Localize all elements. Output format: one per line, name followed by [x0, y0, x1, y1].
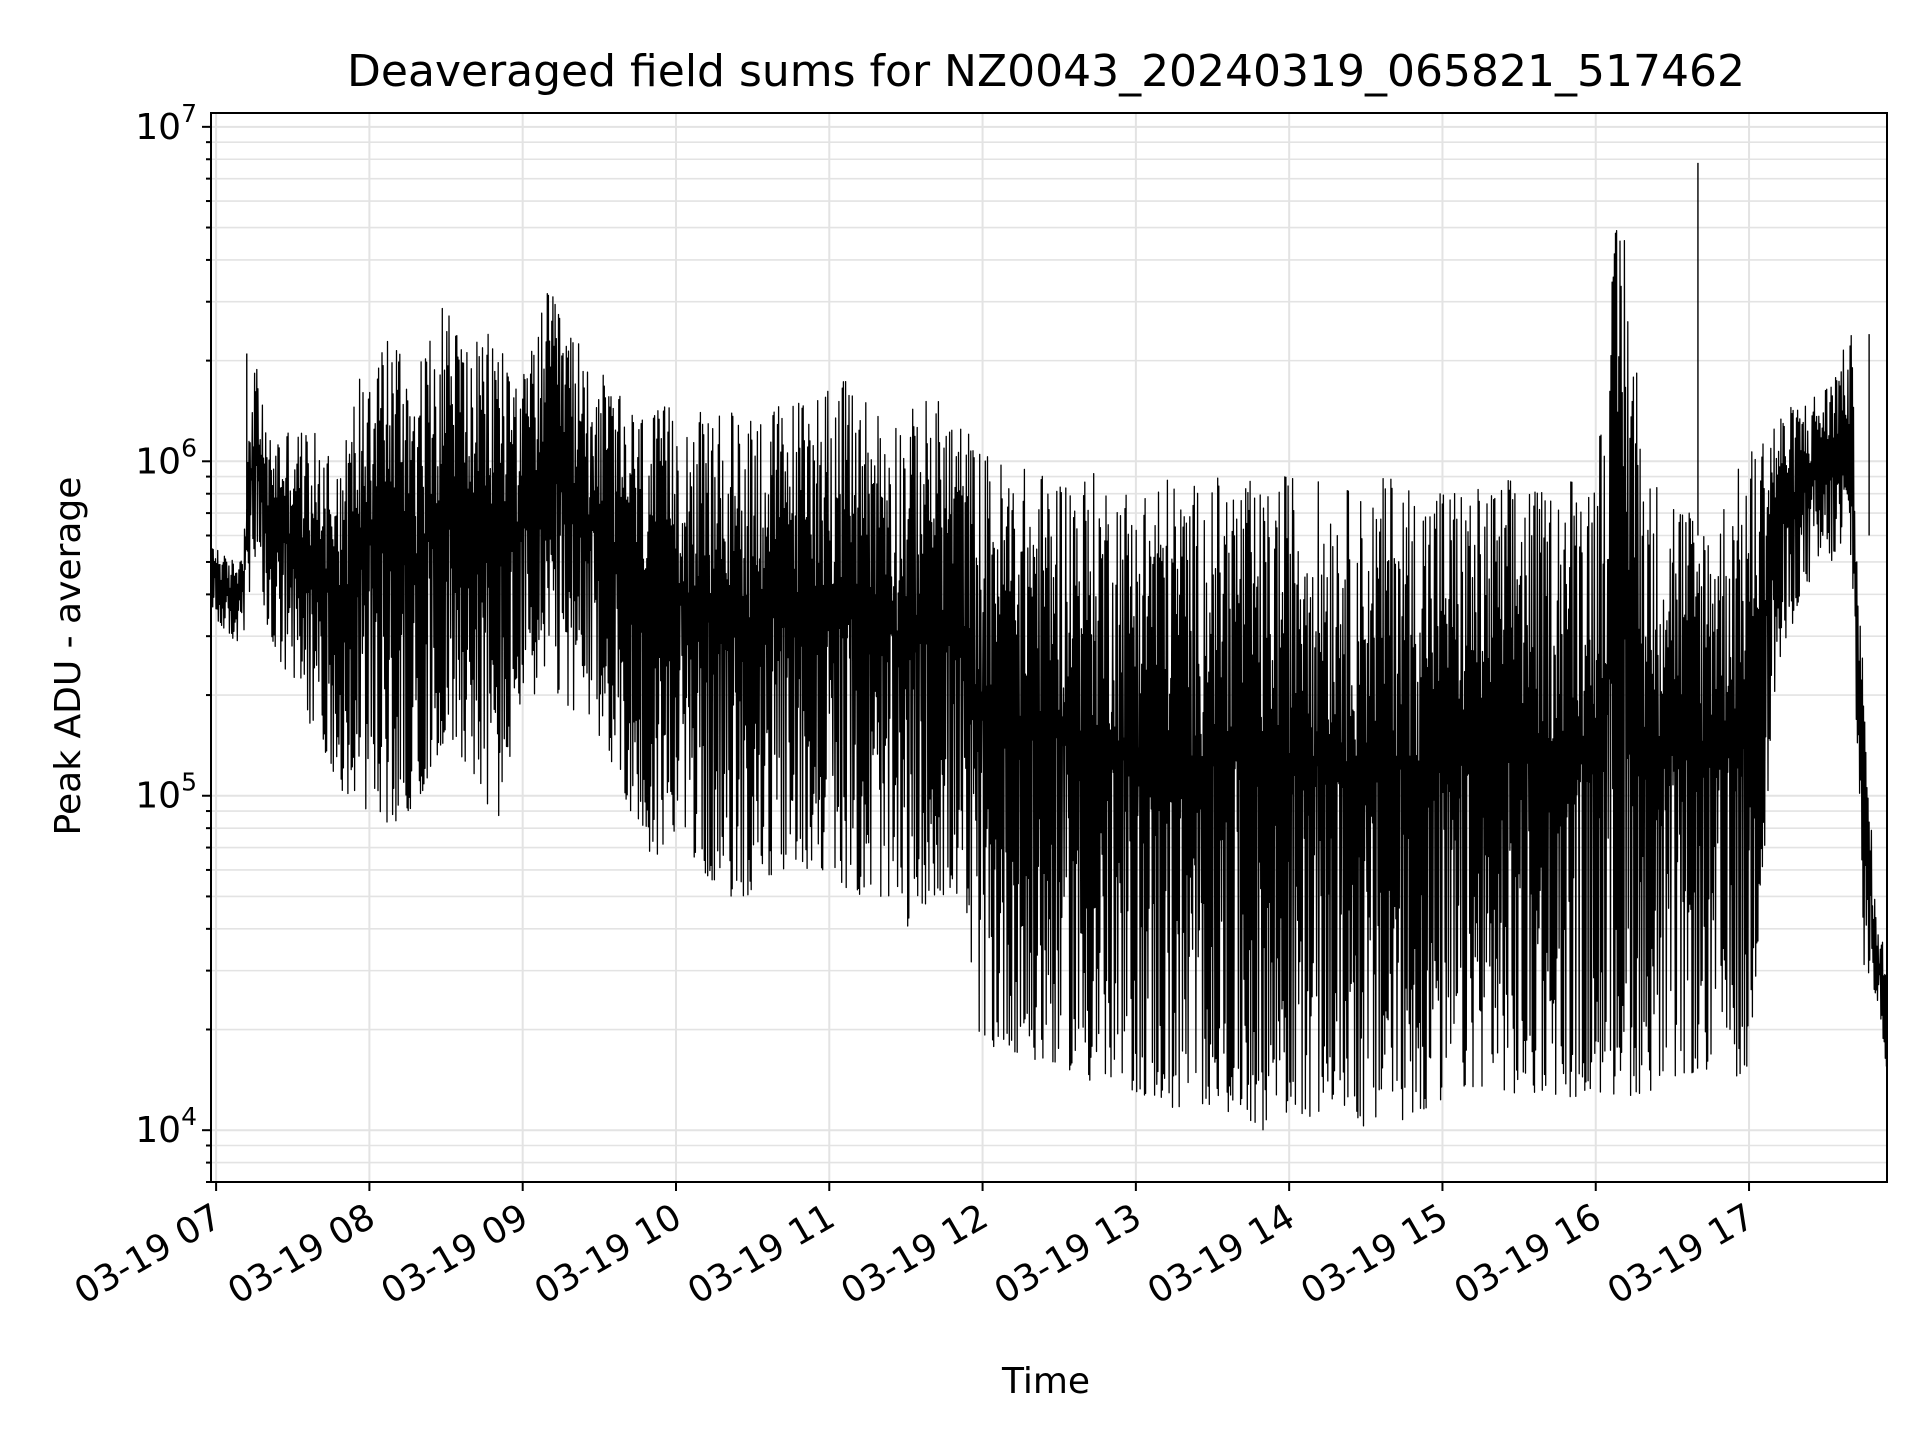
y-tick-exponent: 4 [181, 1102, 197, 1131]
y-tick-label: 107 [135, 99, 197, 148]
y-tick-base: 10 [135, 107, 181, 148]
data-series [210, 162, 1888, 1131]
y-tick-exponent: 6 [181, 433, 197, 462]
x-axis-label: Time [1001, 1361, 1090, 1402]
y-tick-base: 10 [135, 441, 181, 482]
y-tick-base: 10 [135, 1110, 181, 1151]
y-tick-label: 104 [135, 1102, 197, 1151]
y-tick-exponent: 5 [181, 768, 197, 797]
plot-frame [210, 112, 1888, 1183]
y-tick-label: 106 [135, 433, 197, 482]
y-tick-exponent: 7 [181, 99, 197, 128]
y-tick-base: 10 [135, 776, 181, 817]
series-line [210, 229, 1888, 1131]
y-axis-label: Peak ADU - average [48, 477, 89, 836]
y-tick-label: 105 [135, 768, 197, 817]
chart-title: Deaveraged field sums for NZ0043_2024031… [347, 46, 1745, 97]
